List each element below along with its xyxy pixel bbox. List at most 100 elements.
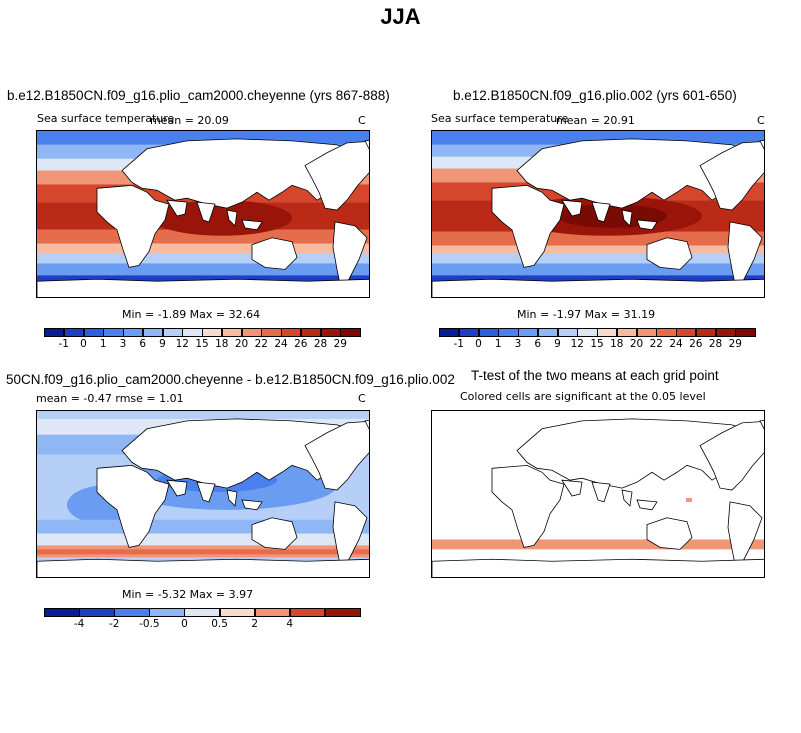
sst-colorbar-label: 22: [649, 338, 663, 350]
panel-2-range: Min = -1.97 Max = 31.19: [517, 308, 656, 321]
panel-1-unit: C: [358, 114, 366, 127]
sst-colorbar-swatch: [735, 328, 756, 337]
sst-colorbar-swatch: [123, 328, 144, 337]
sst-colorbar-swatch: [478, 328, 499, 337]
sst-colorbar-label: 28: [313, 338, 328, 350]
panel-3-colorbar: [44, 608, 361, 617]
sst-colorbar-swatch: [320, 328, 341, 337]
sst-colorbar-swatch: [439, 328, 460, 337]
sst-colorbar-swatch: [656, 328, 677, 337]
sst-colorbar-swatch: [636, 328, 657, 337]
sst-colorbar-label: 20: [234, 338, 249, 350]
diff-colorbar-label: 4: [286, 618, 294, 630]
panel-4-title: T-test of the two means at each grid poi…: [471, 368, 719, 383]
diff-colorbar-label: -4: [73, 618, 85, 630]
panel-3-unit: C: [358, 392, 366, 405]
sst-colorbar-label: 1: [494, 338, 502, 350]
sst-colorbar-label: 28: [708, 338, 723, 350]
sst-colorbar-swatch: [103, 328, 124, 337]
figure-title: JJA: [380, 4, 421, 29]
sst-colorbar-label: 18: [215, 338, 229, 350]
sst-colorbar-label: 0: [80, 338, 87, 350]
panel-2-mean: mean = 20.91: [556, 114, 635, 127]
sst-colorbar-swatch: [676, 328, 697, 337]
sst-colorbar-swatch: [518, 328, 539, 337]
sst-colorbar-label: 12: [175, 338, 189, 350]
diff-colorbar-swatch: [289, 608, 326, 617]
panel-4-subtitle: Colored cells are significant at the 0.0…: [460, 390, 706, 403]
sst-colorbar-label: 3: [119, 338, 127, 350]
sst-colorbar-label: -1: [453, 338, 464, 350]
sst-colorbar-swatch: [261, 328, 282, 337]
sst-colorbar-swatch: [281, 328, 302, 337]
diff-colorbar-swatch: [254, 608, 291, 617]
sst-colorbar-swatch: [577, 328, 598, 337]
diff-colorbar-swatch: [114, 608, 150, 617]
diff-colorbar-swatch: [149, 608, 186, 617]
sst-colorbar-label: 6: [139, 338, 147, 350]
sst-colorbar-swatch: [616, 328, 638, 337]
sst-colorbar-swatch: [63, 328, 85, 337]
sst-colorbar-swatch: [695, 328, 717, 337]
sst-colorbar-label: 6: [534, 338, 542, 350]
sst-colorbar-label: 26: [294, 338, 308, 350]
diff-colorbar-label: 0: [181, 618, 188, 630]
sst-colorbar-label: 9: [159, 338, 166, 350]
sst-colorbar-swatch: [221, 328, 243, 337]
sst-colorbar-swatch: [241, 328, 262, 337]
sst-colorbar-swatch: [182, 328, 203, 337]
sst-colorbar-swatch: [715, 328, 736, 337]
panel-1-colorbar: [44, 328, 361, 337]
panel-4-map: [431, 410, 765, 578]
panel-1-variable: Sea surface temperature: [37, 112, 175, 125]
panel-2-colorbar: [439, 328, 756, 337]
sst-colorbar-swatch: [162, 328, 183, 337]
sst-colorbar-label: 9: [554, 338, 561, 350]
diff-colorbar-swatch: [79, 608, 115, 617]
diff-colorbar-swatch: [219, 608, 256, 617]
sst-colorbar-label: 29: [728, 338, 742, 350]
panel-3-stats: mean = -0.47 rmse = 1.01: [36, 392, 184, 405]
panel-3-range: Min = -5.32 Max = 3.97: [122, 588, 254, 601]
sst-colorbar-label: 15: [590, 338, 604, 350]
sst-colorbar-label: 1: [99, 338, 107, 350]
panel-3-colorbar-labels: -4 -2 -0.5 0 0.5 2 4: [44, 618, 360, 632]
sst-colorbar-label: 0: [475, 338, 482, 350]
sst-colorbar-label: 24: [274, 338, 288, 350]
panel-2-variable: Sea surface temperature: [431, 112, 569, 125]
sst-colorbar-swatch: [83, 328, 104, 337]
panel-3-title: 50CN.f09_g16.plio_cam2000.cheyenne - b.e…: [6, 372, 455, 387]
sst-colorbar-label: 29: [333, 338, 347, 350]
diff-colorbar-label: -0.5: [139, 618, 160, 630]
diff-colorbar-label: 0.5: [211, 618, 228, 630]
sst-colorbar-swatch: [498, 328, 519, 337]
sst-colorbar-swatch: [202, 328, 223, 337]
sst-colorbar-label: 26: [689, 338, 703, 350]
diff-colorbar-label: -2: [108, 618, 120, 630]
sst-colorbar-label: 12: [570, 338, 584, 350]
panel-2-map: [431, 130, 765, 298]
panel-2-title: b.e12.B1850CN.f09_g16.plio.002 (yrs 601-…: [453, 88, 737, 103]
sst-colorbar-swatch: [597, 328, 618, 337]
sst-colorbar-label: -1: [58, 338, 69, 350]
sst-colorbar-swatch: [458, 328, 480, 337]
panel-1-range: Min = -1.89 Max = 32.64: [122, 308, 261, 321]
sst-colorbar-swatch: [44, 328, 65, 337]
diff-colorbar-label: 2: [251, 618, 258, 630]
sst-colorbar-swatch: [142, 328, 164, 337]
panel-1-colorbar-labels: -1 0 1 3 6 9 12 15 18 20 22 24 26 28 29: [44, 338, 360, 352]
panel-1-title: b.e12.B1850CN.f09_g16.plio_cam2000.cheye…: [7, 88, 390, 103]
diff-colorbar-swatch: [44, 608, 80, 617]
sst-colorbar-label: 24: [669, 338, 683, 350]
sst-colorbar-label: 22: [254, 338, 268, 350]
sst-colorbar-label: 15: [195, 338, 209, 350]
panel-2-colorbar-labels: -1 0 1 3 6 9 12 15 18 20 22 24 26 28 29: [439, 338, 755, 352]
panel-1-map: [36, 130, 370, 298]
sst-colorbar-swatch: [537, 328, 559, 337]
diff-colorbar-swatch: [324, 608, 361, 617]
sst-colorbar-swatch: [300, 328, 322, 337]
panel-2-unit: C: [757, 114, 765, 127]
sst-colorbar-label: 20: [629, 338, 644, 350]
sst-colorbar-label: 3: [514, 338, 522, 350]
sst-colorbar-label: 18: [610, 338, 624, 350]
